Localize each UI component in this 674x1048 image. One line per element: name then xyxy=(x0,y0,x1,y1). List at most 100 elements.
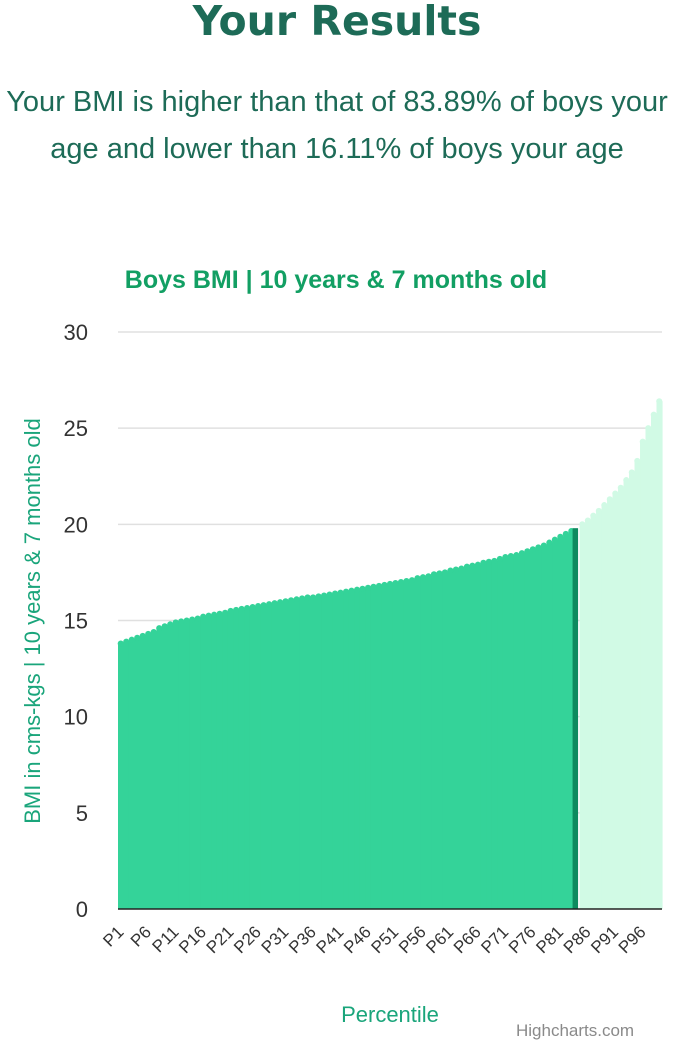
bar-P90[interactable] xyxy=(607,499,614,909)
bar-P13[interactable] xyxy=(183,620,191,910)
bar-P78[interactable] xyxy=(541,545,548,909)
bar-P39[interactable] xyxy=(326,594,333,909)
bar-P34[interactable] xyxy=(299,598,306,909)
bar-P81[interactable] xyxy=(557,536,564,909)
bar-P95[interactable] xyxy=(634,460,641,909)
bar-P22[interactable] xyxy=(233,609,240,909)
bar-P35[interactable] xyxy=(304,597,311,909)
bar-P82[interactable] xyxy=(563,533,570,909)
bar-P29[interactable] xyxy=(271,603,278,909)
bar-P70[interactable] xyxy=(497,558,504,909)
bar-P4[interactable] xyxy=(134,637,141,909)
bar-P84[interactable] xyxy=(572,528,579,909)
bar-P91[interactable] xyxy=(612,493,619,909)
bar-P87[interactable] xyxy=(590,515,597,909)
bar-P40[interactable] xyxy=(332,593,339,909)
bar-P3[interactable] xyxy=(128,639,136,909)
bar-P99[interactable] xyxy=(656,401,663,909)
bar-P27[interactable] xyxy=(260,605,267,909)
bar-P18[interactable] xyxy=(211,614,218,909)
bar-P11[interactable] xyxy=(172,622,180,909)
bar-P41[interactable] xyxy=(337,592,344,909)
bar-P50[interactable] xyxy=(387,583,394,909)
bar-P83[interactable] xyxy=(568,531,575,909)
bar-P25[interactable] xyxy=(249,607,256,909)
bar-P21[interactable] xyxy=(227,610,234,909)
bar-P49[interactable] xyxy=(381,584,388,909)
bar-P9[interactable] xyxy=(161,626,169,909)
bar-P17[interactable] xyxy=(205,615,213,909)
bar-P7[interactable] xyxy=(150,632,158,909)
bar-P89[interactable] xyxy=(601,505,608,909)
bar-P63[interactable] xyxy=(458,568,465,909)
bar-P46[interactable] xyxy=(365,587,372,909)
bar-P66[interactable] xyxy=(475,564,482,909)
bar-P88[interactable] xyxy=(596,510,603,909)
bar-P69[interactable] xyxy=(491,560,498,909)
bar-P73[interactable] xyxy=(513,555,520,909)
bar-P8[interactable] xyxy=(156,628,163,909)
bar-P38[interactable] xyxy=(321,595,328,909)
bar-P77[interactable] xyxy=(535,547,542,909)
bar-P61[interactable] xyxy=(447,570,454,909)
bar-P79[interactable] xyxy=(546,542,553,909)
bar-P43[interactable] xyxy=(348,590,355,909)
bar-P97[interactable] xyxy=(645,428,652,909)
bar-P42[interactable] xyxy=(343,591,350,909)
bar-P37[interactable] xyxy=(315,596,322,909)
bar-P5[interactable] xyxy=(139,635,147,909)
bar-P85[interactable] xyxy=(579,524,586,909)
bar-P65[interactable] xyxy=(469,565,476,909)
bar-P36[interactable] xyxy=(310,597,317,909)
bar-P47[interactable] xyxy=(370,586,377,909)
bar-P14[interactable] xyxy=(189,619,196,909)
bar-P76[interactable] xyxy=(530,549,537,909)
bar-P45[interactable] xyxy=(359,588,366,909)
bar-P59[interactable] xyxy=(436,573,443,909)
bar-P96[interactable] xyxy=(640,441,647,909)
bar-P55[interactable] xyxy=(414,578,421,909)
bar-P57[interactable] xyxy=(425,576,432,909)
bar-P58[interactable] xyxy=(431,574,438,909)
bar-P30[interactable] xyxy=(277,602,284,909)
bar-P51[interactable] xyxy=(392,582,399,909)
bar-P56[interactable] xyxy=(420,577,427,909)
bar-P20[interactable] xyxy=(222,612,229,909)
bar-P15[interactable] xyxy=(194,618,202,909)
bar-P71[interactable] xyxy=(502,557,509,909)
bar-P75[interactable] xyxy=(524,551,531,909)
bar-P1[interactable] xyxy=(118,643,125,909)
bar-P74[interactable] xyxy=(519,553,526,909)
bar-P24[interactable] xyxy=(244,607,251,909)
bar-P68[interactable] xyxy=(486,561,493,909)
bar-P93[interactable] xyxy=(623,480,630,909)
bar-P28[interactable] xyxy=(266,604,273,909)
bar-P2[interactable] xyxy=(123,641,130,909)
bar-P62[interactable] xyxy=(453,569,460,909)
bar-P32[interactable] xyxy=(288,600,295,909)
bar-P86[interactable] xyxy=(585,520,592,909)
bar-P92[interactable] xyxy=(618,487,625,909)
bar-P6[interactable] xyxy=(145,633,152,909)
bar-P44[interactable] xyxy=(354,589,361,909)
bar-P23[interactable] xyxy=(238,608,245,909)
bar-P67[interactable] xyxy=(480,562,487,909)
highcharts-credits[interactable]: Highcharts.com xyxy=(516,1021,635,1040)
bar-P64[interactable] xyxy=(464,566,471,909)
bar-P12[interactable] xyxy=(178,621,185,909)
bar-P48[interactable] xyxy=(376,585,383,909)
bar-P53[interactable] xyxy=(403,581,410,909)
bar-P19[interactable] xyxy=(216,613,224,909)
bar-P60[interactable] xyxy=(442,572,449,909)
bar-P16[interactable] xyxy=(200,616,207,909)
bar-P98[interactable] xyxy=(651,414,658,909)
bar-P94[interactable] xyxy=(629,472,636,909)
bar-P72[interactable] xyxy=(508,556,515,909)
bar-P80[interactable] xyxy=(552,539,559,909)
bar-P31[interactable] xyxy=(282,601,289,909)
bar-P33[interactable] xyxy=(293,599,300,909)
bar-P52[interactable] xyxy=(398,582,405,909)
bar-P26[interactable] xyxy=(255,606,262,909)
bar-P54[interactable] xyxy=(409,580,416,909)
bar-P10[interactable] xyxy=(167,624,174,909)
